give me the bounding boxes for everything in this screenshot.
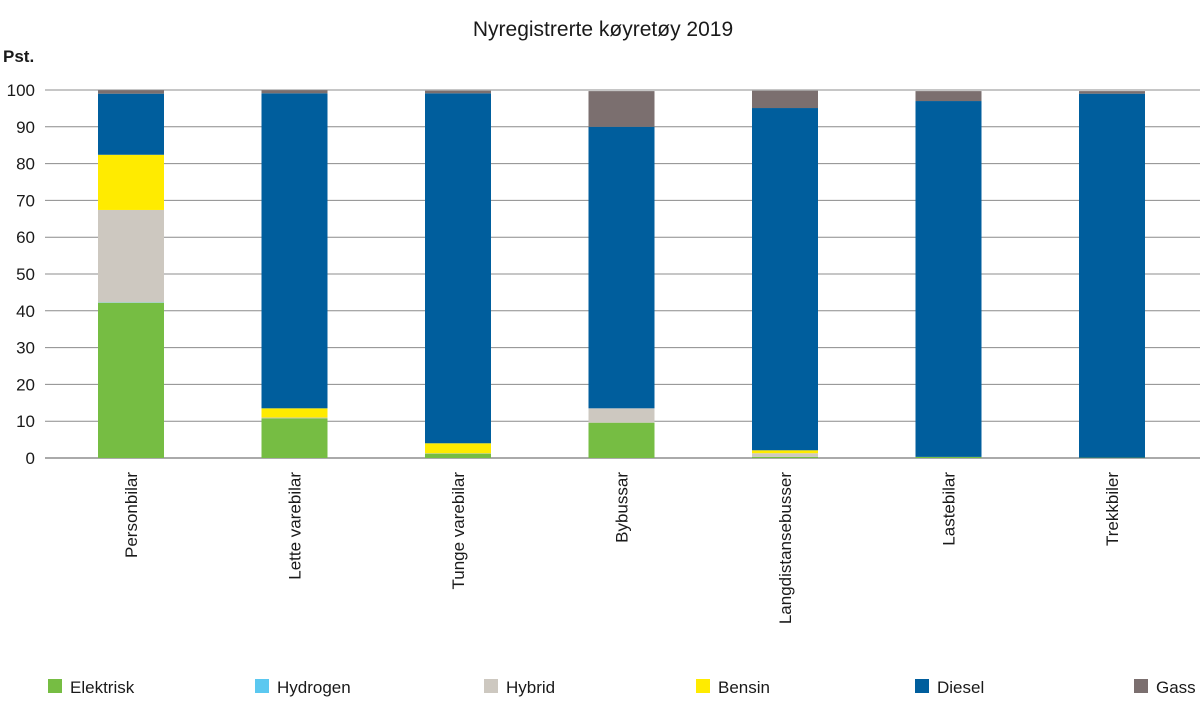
legend-swatch [696,679,710,693]
bar-stack [261,90,328,458]
y-tick-label: 20 [16,375,35,394]
bar-segment [261,90,328,94]
bar-segment [425,90,491,94]
bar-stack [588,91,655,458]
bar-segment [98,209,164,303]
bar-segment [425,453,491,458]
x-category-label: Bybussar [613,472,632,543]
y-tick-label: 50 [16,265,35,284]
x-category-label: Langdistansebusser [776,472,795,625]
bar-segment [588,422,655,458]
legend-label: Diesel [937,678,984,697]
bar-stack [915,91,982,458]
bar-stack [98,90,164,458]
y-axis-ticks: 0 10 20 30 40 50 60 70 80 90 100 [7,81,35,468]
legend-swatch [915,679,929,693]
bars [98,90,1145,458]
bar-segment [1079,91,1145,94]
legend-swatch [484,679,498,693]
y-tick-label: 40 [16,302,35,321]
bar-segment [261,417,328,419]
bar-segment [98,93,164,155]
x-category-label: Lastebilar [940,472,959,546]
legend-label: Gass [1156,678,1196,697]
bar-segment [261,408,328,418]
bar-segment [261,93,328,409]
bar-segment [752,90,818,109]
bar-segment [588,126,655,409]
bar-segment [752,456,818,458]
bar-segment [98,302,164,458]
y-tick-label: 60 [16,228,35,247]
bar-stack [752,90,818,458]
y-tick-label: 100 [7,81,35,100]
bar-segment [915,101,982,457]
bar-segment [752,453,818,457]
x-category-label: Trekkbiler [1103,472,1122,546]
bar-segment [261,418,328,458]
legend-swatch [48,679,62,693]
chart-title: Nyregistrerte køyretøy 2019 [473,18,733,41]
y-axis-unit-label: Pst. [3,47,34,66]
bar-segment [98,154,164,210]
legend-label: Hybrid [506,678,555,697]
legend-swatch [1134,679,1148,693]
y-tick-label: 80 [16,155,35,174]
x-category-label: Tunge varebilar [449,472,468,590]
bar-segment [752,108,818,451]
y-tick-label: 90 [16,118,35,137]
bar-segment [425,93,491,444]
bar-stack [1079,91,1145,458]
y-tick-label: 10 [16,412,35,431]
y-tick-label: 0 [26,449,35,468]
bar-segment [915,91,982,102]
bar-segment [588,408,655,423]
bar-stack [425,90,491,458]
y-tick-label: 70 [16,191,35,210]
bar-segment [915,456,982,458]
x-category-label: Personbilar [122,472,141,558]
x-axis-labels: Personbilar Lette varebilar Tunge varebila… [122,472,1122,625]
legend: Elektrisk Hydrogen Hybrid Bensin Diesel Gass [48,678,1196,697]
legend-label: Elektrisk [70,678,135,697]
bar-segment [588,91,655,127]
legend-swatch [255,679,269,693]
bar-segment [752,450,818,454]
y-tick-label: 30 [16,339,35,358]
bar-segment [1079,93,1145,458]
bar-segment [425,443,491,454]
legend-label: Hydrogen [277,678,351,697]
bar-segment [98,90,164,94]
legend-label: Bensin [718,678,770,697]
x-category-label: Lette varebilar [286,472,305,580]
